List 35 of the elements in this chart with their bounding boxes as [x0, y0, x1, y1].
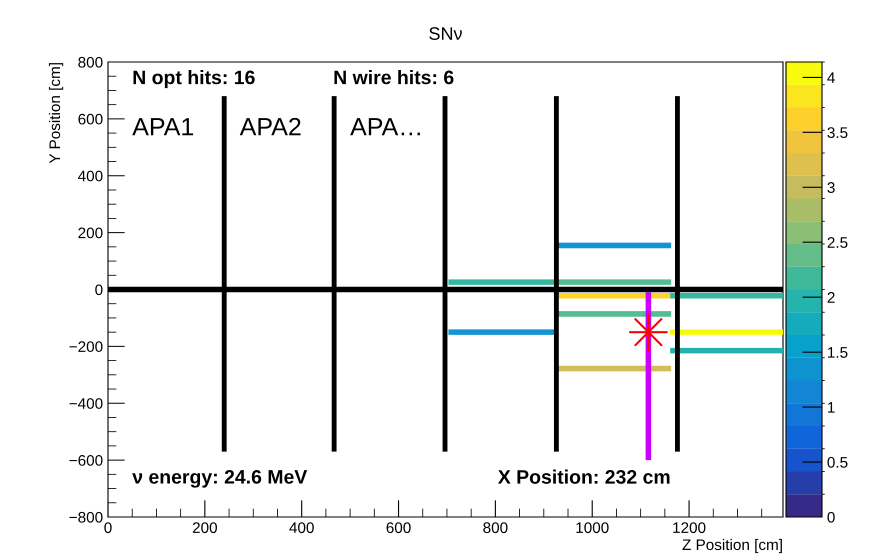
annotation: APA2 [240, 118, 301, 136]
color-bar-label: 1 [828, 402, 835, 413]
y-tick-label: −400 [69, 398, 103, 409]
annotation: X Position: 232 cm [498, 470, 670, 484]
color-bar-label: 4 [827, 72, 835, 83]
x-tick-label: 600 [386, 522, 411, 534]
annotation: APA… [350, 118, 420, 136]
x-tick-label: 200 [192, 522, 217, 534]
color-bar-label: 0 [827, 512, 835, 523]
x-tick-label: 400 [289, 522, 314, 534]
annotation: N wire hits: 6 [334, 70, 454, 84]
x-tick-label: 1200 [673, 522, 706, 534]
annotation: APA1 [132, 118, 194, 136]
color-bar-label: 2.5 [828, 237, 848, 248]
annotation: ν energy: 24.6 MeV [132, 470, 308, 488]
color-bar-label: 3.5 [827, 127, 848, 138]
y-tick-label: 0 [95, 284, 103, 296]
chart-title: SNν [429, 27, 462, 40]
color-bar-label: 1.5 [828, 347, 848, 358]
x-axis-title: Z Position [cm] [682, 538, 782, 554]
y-tick-label: −600 [69, 454, 103, 466]
y-tick-label: −200 [69, 341, 103, 352]
y-tick-label: −800 [69, 512, 103, 523]
color-bar-label: 2 [828, 292, 835, 303]
y-tick-label: 200 [78, 227, 103, 238]
x-tick-label: 1000 [576, 522, 609, 534]
y-tick-label: 600 [78, 114, 103, 125]
x-tick-label: 800 [483, 522, 508, 534]
y-tick-label: 400 [78, 170, 103, 182]
x-tick-label: 0 [104, 522, 112, 534]
y-axis-title: Y Position [cm] [48, 63, 64, 164]
color-bar-label: 3 [827, 182, 835, 193]
annotation: N opt hits: 16 [134, 70, 255, 88]
y-tick-label: 800 [78, 56, 103, 68]
color-bar-label: 0.5 [827, 456, 848, 468]
